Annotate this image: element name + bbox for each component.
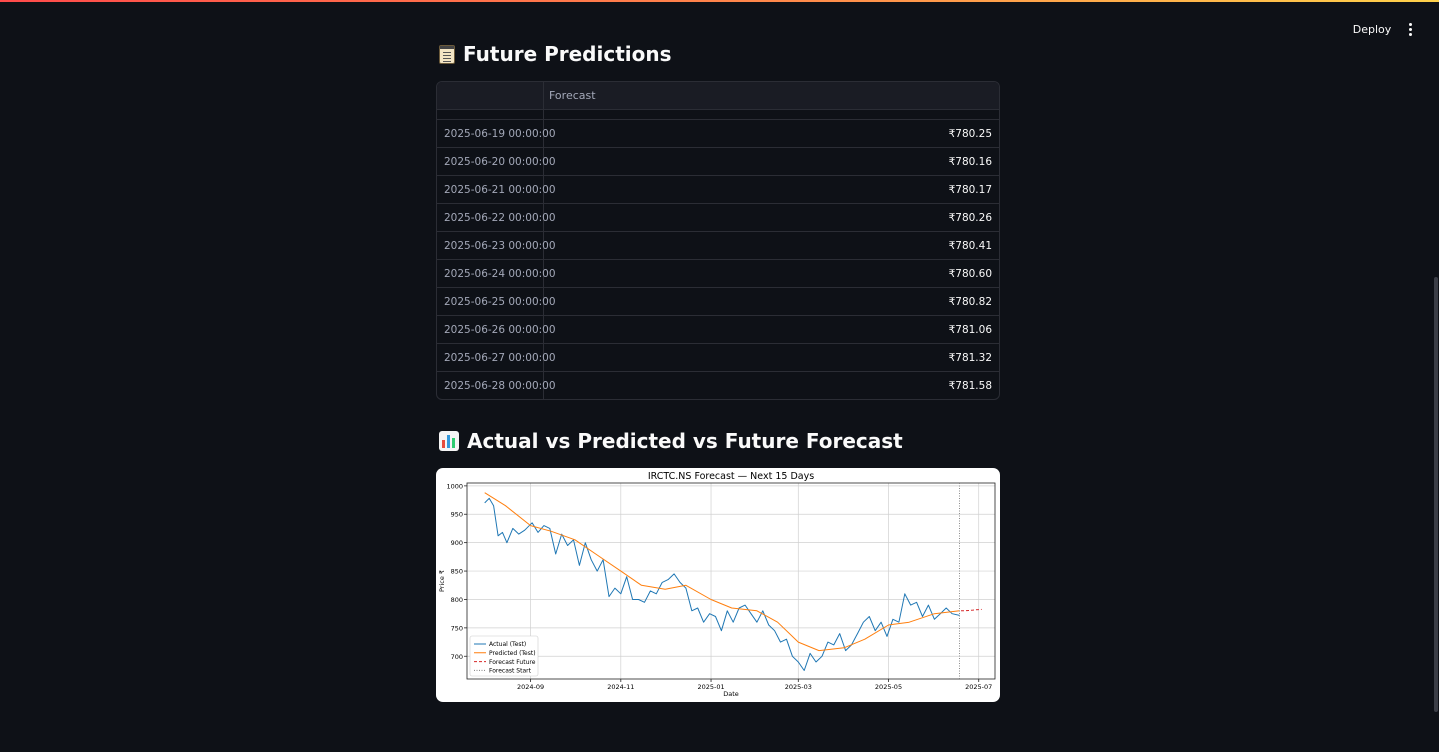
series-line-0: [484, 497, 960, 671]
row-forecast-value: ₹780.17: [948, 184, 992, 196]
row-date: 2025-06-23 00:00:00: [444, 240, 556, 252]
predictions-table[interactable]: Forecast 2025-06-19 00:00:00 ₹780.25 2025-…: [436, 81, 1000, 400]
row-forecast-value: ₹780.25: [948, 128, 992, 140]
deploy-button[interactable]: Deploy: [1352, 22, 1392, 36]
forecast-chart-svg: 700 750 800 850 900 950 1000 2024-09 2024-11 2025…: [438, 471, 996, 698]
x-tick-label: 2025-05: [875, 683, 902, 691]
y-tick-label: 1000: [446, 482, 463, 490]
row-date: 2025-06-24 00:00:00: [444, 268, 556, 280]
legend-label: Predicted (Test): [489, 650, 536, 657]
y-tick-label: 900: [451, 539, 463, 547]
series-line-2: [961, 608, 982, 612]
x-tick-label: 2025-07: [965, 683, 992, 691]
y-tick-label: 950: [451, 511, 463, 519]
notepad-icon: [439, 44, 455, 64]
row-date: 2025-06-27 00:00:00: [444, 352, 556, 364]
table-row[interactable]: 2025-06-21 00:00:00 ₹780.17: [437, 175, 999, 203]
x-axis-label: Date: [723, 690, 739, 698]
table-row[interactable]: 2025-06-20 00:00:00 ₹780.16: [437, 147, 999, 175]
y-tick-label: 700: [451, 653, 463, 661]
future-predictions-title: Future Predictions: [463, 42, 672, 66]
top-accent-bar: [0, 0, 1439, 2]
row-date: 2025-06-20 00:00:00: [444, 156, 556, 168]
forecast-chart: 700 750 800 850 900 950 1000 2024-09 2024-11 2025…: [436, 468, 1000, 702]
y-axis-label: Price ₹: [438, 570, 446, 592]
row-forecast-value: ₹780.16: [948, 156, 992, 168]
row-forecast-value: ₹781.58: [948, 380, 992, 392]
row-date: 2025-06-21 00:00:00: [444, 184, 556, 196]
row-date: 2025-06-22 00:00:00: [444, 212, 556, 224]
row-date: 2025-06-25 00:00:00: [444, 296, 556, 308]
y-tick-label: 750: [451, 624, 463, 632]
table-row[interactable]: 2025-06-27 00:00:00 ₹781.32: [437, 343, 999, 371]
y-tick-label: 800: [451, 596, 463, 604]
table-row[interactable]: 2025-06-25 00:00:00 ₹780.82: [437, 287, 999, 315]
chart-heading: Actual vs Predicted vs Future Forecast: [439, 429, 903, 453]
legend-label: Actual (Test): [489, 641, 526, 648]
row-forecast-value: ₹781.32: [948, 352, 992, 364]
table-row[interactable]: 2025-06-28 00:00:00 ₹781.58: [437, 371, 999, 399]
legend-label: Forecast Future: [489, 659, 536, 666]
future-predictions-heading: Future Predictions: [439, 42, 672, 66]
table-row[interactable]: 2025-06-26 00:00:00 ₹781.06: [437, 315, 999, 343]
x-tick-label: 2024-11: [607, 683, 634, 691]
table-row[interactable]: 2025-06-19 00:00:00 ₹780.25: [437, 119, 999, 147]
row-forecast-value: ₹780.26: [948, 212, 992, 224]
chart-title-heading: Actual vs Predicted vs Future Forecast: [467, 429, 903, 453]
row-date: 2025-06-28 00:00:00: [444, 380, 556, 392]
table-row[interactable]: 2025-06-24 00:00:00 ₹780.60: [437, 259, 999, 287]
x-tick-label: 2024-09: [517, 683, 544, 691]
plot-frame: [466, 482, 996, 680]
forecast-column-header[interactable]: Forecast: [549, 89, 596, 102]
table-row[interactable]: 2025-06-23 00:00:00 ₹780.41: [437, 231, 999, 259]
row-forecast-value: ₹780.60: [948, 268, 992, 280]
row-forecast-value: ₹780.82: [948, 296, 992, 308]
y-tick-label: 850: [451, 568, 463, 576]
x-tick-label: 2025-01: [697, 683, 724, 691]
bar-chart-icon: [439, 431, 459, 451]
row-forecast-value: ₹780.41: [948, 240, 992, 252]
row-forecast-value: ₹781.06: [948, 324, 992, 336]
kebab-menu-icon[interactable]: [1402, 18, 1418, 40]
legend-label: Forecast Start: [489, 668, 532, 675]
row-date: 2025-06-19 00:00:00: [444, 128, 556, 140]
table-header: Forecast: [437, 82, 999, 110]
scrollbar-thumb[interactable]: [1434, 277, 1438, 712]
table-row[interactable]: 2025-06-22 00:00:00 ₹780.26: [437, 203, 999, 231]
chart-title: IRCTC.NS Forecast — Next 15 Days: [648, 471, 814, 482]
x-tick-label: 2025-03: [785, 683, 812, 691]
legend-box: [469, 635, 539, 677]
series-line-1: [484, 492, 960, 652]
column-divider: [543, 82, 544, 399]
row-date: 2025-06-26 00:00:00: [444, 324, 556, 336]
table-body: 2025-06-19 00:00:00 ₹780.25 2025-06-20 00:…: [437, 119, 999, 399]
